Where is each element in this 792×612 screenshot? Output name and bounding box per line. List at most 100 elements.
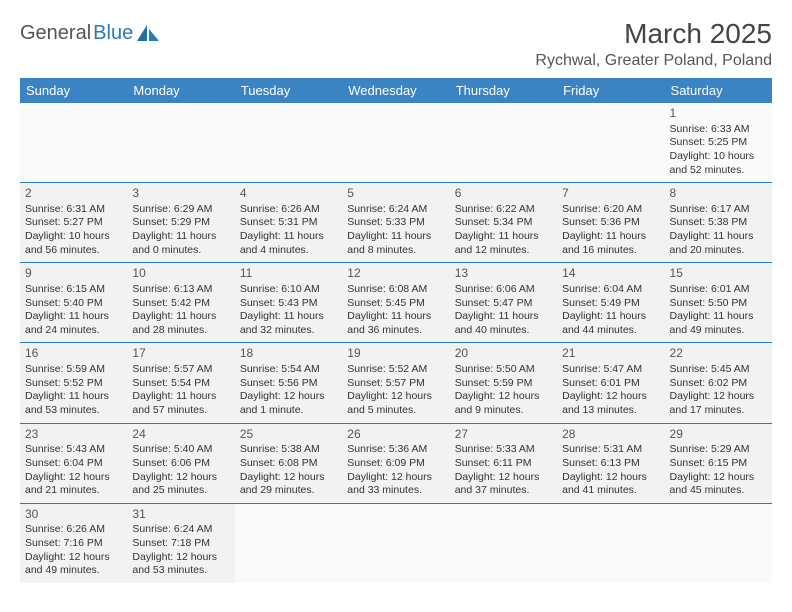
sunrise-text: Sunrise: 5:43 AM: [25, 443, 122, 457]
daylight-text: Daylight: 12 hours: [562, 471, 659, 485]
sunset-text: Sunset: 5:25 PM: [670, 136, 767, 150]
day-number: 27: [455, 427, 552, 443]
sunrise-text: Sunrise: 5:47 AM: [562, 363, 659, 377]
calendar-day-empty: [342, 503, 449, 583]
daylight-text: Daylight: 11 hours: [347, 230, 444, 244]
weekday-header: Sunday: [20, 78, 127, 103]
daylight-text: Daylight: 11 hours: [132, 310, 229, 324]
calendar-day-empty: [20, 103, 127, 183]
sunrise-text: Sunrise: 5:40 AM: [132, 443, 229, 457]
daylight-text: Daylight: 11 hours: [347, 310, 444, 324]
sunrise-text: Sunrise: 6:26 AM: [240, 203, 337, 217]
daylight-text: Daylight: 12 hours: [25, 551, 122, 565]
daylight-text: and 49 minutes.: [670, 324, 767, 338]
calendar-head: SundayMondayTuesdayWednesdayThursdayFrid…: [20, 78, 772, 103]
sunrise-text: Sunrise: 5:33 AM: [455, 443, 552, 457]
daylight-text: Daylight: 10 hours: [670, 150, 767, 164]
sunset-text: Sunset: 5:34 PM: [455, 216, 552, 230]
daylight-text: and 56 minutes.: [25, 244, 122, 258]
daylight-text: and 40 minutes.: [455, 324, 552, 338]
daylight-text: and 53 minutes.: [132, 564, 229, 578]
sunset-text: Sunset: 5:54 PM: [132, 377, 229, 391]
daylight-text: Daylight: 12 hours: [347, 471, 444, 485]
calendar-day: 16Sunrise: 5:59 AMSunset: 5:52 PMDayligh…: [20, 343, 127, 423]
daylight-text: and 53 minutes.: [25, 404, 122, 418]
calendar-day: 21Sunrise: 5:47 AMSunset: 6:01 PMDayligh…: [557, 343, 664, 423]
daylight-text: and 44 minutes.: [562, 324, 659, 338]
sunrise-text: Sunrise: 6:20 AM: [562, 203, 659, 217]
sunset-text: Sunset: 6:06 PM: [132, 457, 229, 471]
sunset-text: Sunset: 6:01 PM: [562, 377, 659, 391]
sunrise-text: Sunrise: 5:59 AM: [25, 363, 122, 377]
day-number: 8: [670, 186, 767, 202]
sunset-text: Sunset: 5:42 PM: [132, 297, 229, 311]
day-number: 26: [347, 427, 444, 443]
calendar-body: 1Sunrise: 6:33 AMSunset: 5:25 PMDaylight…: [20, 103, 772, 583]
sunrise-text: Sunrise: 5:31 AM: [562, 443, 659, 457]
daylight-text: and 12 minutes.: [455, 244, 552, 258]
daylight-text: Daylight: 12 hours: [240, 390, 337, 404]
sunrise-text: Sunrise: 5:38 AM: [240, 443, 337, 457]
day-number: 1: [670, 106, 767, 122]
calendar-week: 1Sunrise: 6:33 AMSunset: 5:25 PMDaylight…: [20, 103, 772, 183]
daylight-text: Daylight: 11 hours: [132, 390, 229, 404]
sunrise-text: Sunrise: 5:29 AM: [670, 443, 767, 457]
sunrise-text: Sunrise: 6:29 AM: [132, 203, 229, 217]
weekday-header: Saturday: [665, 78, 772, 103]
daylight-text: Daylight: 11 hours: [455, 310, 552, 324]
calendar-day: 12Sunrise: 6:08 AMSunset: 5:45 PMDayligh…: [342, 263, 449, 343]
sunrise-text: Sunrise: 6:04 AM: [562, 283, 659, 297]
day-number: 17: [132, 346, 229, 362]
sunrise-text: Sunrise: 6:01 AM: [670, 283, 767, 297]
location-label: Rychwal, Greater Poland, Poland: [535, 52, 772, 70]
sunrise-text: Sunrise: 6:24 AM: [132, 523, 229, 537]
sunset-text: Sunset: 5:52 PM: [25, 377, 122, 391]
day-number: 3: [132, 186, 229, 202]
daylight-text: Daylight: 12 hours: [455, 471, 552, 485]
logo-word1: General: [20, 22, 91, 45]
sunrise-text: Sunrise: 6:31 AM: [25, 203, 122, 217]
sunrise-text: Sunrise: 5:52 AM: [347, 363, 444, 377]
calendar-day: 19Sunrise: 5:52 AMSunset: 5:57 PMDayligh…: [342, 343, 449, 423]
daylight-text: and 9 minutes.: [455, 404, 552, 418]
daylight-text: Daylight: 12 hours: [25, 471, 122, 485]
calendar-day-empty: [127, 103, 234, 183]
daylight-text: and 8 minutes.: [347, 244, 444, 258]
calendar-day: 14Sunrise: 6:04 AMSunset: 5:49 PMDayligh…: [557, 263, 664, 343]
sunset-text: Sunset: 5:33 PM: [347, 216, 444, 230]
daylight-text: Daylight: 12 hours: [455, 390, 552, 404]
calendar-day: 31Sunrise: 6:24 AMSunset: 7:18 PMDayligh…: [127, 503, 234, 583]
sunrise-text: Sunrise: 6:06 AM: [455, 283, 552, 297]
day-number: 5: [347, 186, 444, 202]
daylight-text: and 5 minutes.: [347, 404, 444, 418]
sunset-text: Sunset: 5:36 PM: [562, 216, 659, 230]
weekday-header: Monday: [127, 78, 234, 103]
daylight-text: and 17 minutes.: [670, 404, 767, 418]
day-number: 30: [25, 507, 122, 523]
daylight-text: Daylight: 11 hours: [562, 310, 659, 324]
calendar-day: 22Sunrise: 5:45 AMSunset: 6:02 PMDayligh…: [665, 343, 772, 423]
daylight-text: Daylight: 10 hours: [25, 230, 122, 244]
sunset-text: Sunset: 6:09 PM: [347, 457, 444, 471]
daylight-text: and 49 minutes.: [25, 564, 122, 578]
logo: GeneralBlue: [20, 18, 159, 45]
daylight-text: Daylight: 12 hours: [132, 471, 229, 485]
header: GeneralBlue March 2025 Rychwal, Greater …: [20, 18, 772, 70]
sunset-text: Sunset: 7:18 PM: [132, 537, 229, 551]
calendar-day: 8Sunrise: 6:17 AMSunset: 5:38 PMDaylight…: [665, 183, 772, 263]
day-number: 24: [132, 427, 229, 443]
day-number: 12: [347, 266, 444, 282]
day-number: 28: [562, 427, 659, 443]
daylight-text: and 37 minutes.: [455, 484, 552, 498]
day-number: 2: [25, 186, 122, 202]
daylight-text: Daylight: 11 hours: [240, 230, 337, 244]
calendar-day: 28Sunrise: 5:31 AMSunset: 6:13 PMDayligh…: [557, 423, 664, 503]
logo-word2: Blue: [93, 22, 133, 45]
calendar-day-empty: [450, 103, 557, 183]
sail-icon: [137, 25, 159, 41]
daylight-text: Daylight: 11 hours: [562, 230, 659, 244]
day-number: 18: [240, 346, 337, 362]
sunrise-text: Sunrise: 6:26 AM: [25, 523, 122, 537]
daylight-text: Daylight: 11 hours: [670, 230, 767, 244]
sunrise-text: Sunrise: 5:50 AM: [455, 363, 552, 377]
